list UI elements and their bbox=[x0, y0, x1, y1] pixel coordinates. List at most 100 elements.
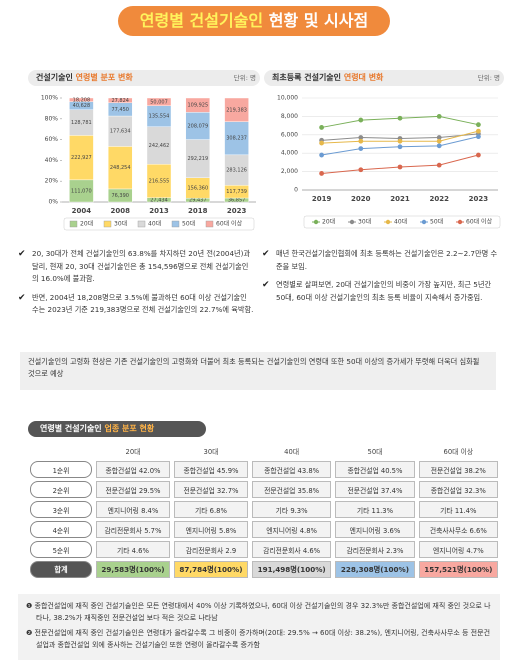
value-label: 128,781 bbox=[71, 120, 92, 126]
note: 연령별로 살펴보면, 20대 건설기술인의 비중이 가장 높지만, 최근 5년간… bbox=[262, 279, 498, 304]
value-label: 109,925 bbox=[187, 103, 208, 109]
legend-swatch bbox=[137, 220, 146, 228]
y-tick-label: 0% bbox=[48, 199, 58, 206]
section-title: 연령별 건설기술인 bbox=[40, 424, 102, 433]
row-label: 4순위 bbox=[30, 521, 92, 538]
legend-label: 60대 이상 bbox=[216, 220, 243, 228]
table-cell: 엔지니어링 4.8% bbox=[251, 521, 332, 538]
data-point bbox=[358, 146, 364, 151]
data-point bbox=[397, 138, 403, 144]
table-cell: 종합건설업 40.5% bbox=[335, 461, 415, 478]
legend-label: 30대 bbox=[114, 220, 127, 228]
value-label: 117,739 bbox=[226, 189, 247, 195]
table-cell: 기타 6.8% bbox=[173, 501, 248, 518]
column-header: 30대 bbox=[203, 448, 219, 456]
table-cell: 감리전문회사 2.3% bbox=[335, 541, 415, 558]
column-header: 60대 이상 bbox=[443, 448, 474, 456]
x-tick-label: 2023 bbox=[469, 195, 489, 203]
x-tick-label: 2004 bbox=[72, 207, 92, 215]
industry-table: 20대 30대 40대 50대 60대 이상 1순위 종합건설업 42.0% 종합건설업 45… bbox=[26, 441, 502, 581]
value-label: 283,126 bbox=[226, 168, 247, 174]
table-cell: 감리전문회사 5.7% bbox=[96, 521, 170, 538]
table-cell: 종합건설업 32.3% bbox=[418, 481, 498, 498]
row-label: 2순위 bbox=[30, 481, 92, 498]
data-point bbox=[319, 171, 324, 176]
table-row: 5순위 기타 4.6% 감리전문회사 2.9 감리전문회사 4.6% 감리전문회사 2.… bbox=[30, 541, 498, 558]
bar-segment bbox=[69, 109, 94, 136]
data-point bbox=[436, 162, 442, 168]
data-point bbox=[397, 115, 403, 121]
legend-swatch bbox=[349, 219, 355, 225]
bar-segment bbox=[146, 126, 172, 165]
x-tick-label: 2008 bbox=[110, 207, 130, 215]
y-tick-label: 80% bbox=[45, 115, 59, 122]
data-point bbox=[319, 125, 324, 130]
value-label: 219,383 bbox=[226, 107, 247, 113]
y-tick-label: 0 bbox=[294, 187, 298, 194]
table-cell: 종합건설업 43.8% bbox=[251, 461, 332, 478]
table-cell: 엔지니어링 4.7% bbox=[418, 541, 498, 558]
legend-label: 40대 bbox=[148, 220, 161, 228]
legend-label: 20대 bbox=[322, 218, 335, 226]
bar-segment bbox=[224, 97, 249, 122]
chart: 0 2,000 4,000 6,000 8,000 10,000 2019 2020 2021 2… bbox=[277, 95, 501, 229]
data-point bbox=[319, 152, 324, 158]
table-cell: 전문건설업 37.4% bbox=[335, 481, 415, 498]
legend-swatch bbox=[313, 219, 319, 225]
y-tick-label: 10,000 bbox=[277, 95, 298, 102]
legend-swatch bbox=[103, 220, 112, 228]
data-point bbox=[476, 122, 481, 128]
value-label: 76,390 bbox=[111, 193, 129, 199]
table-cell: 엔지니어링 5.8% bbox=[173, 521, 248, 538]
table-row: 1순위 종합건설업 42.0% 종합건설업 45.9% 종합건설업 43.8% 종합건설… bbox=[30, 461, 498, 478]
note: 매년 한국건설기술인협회에 최초 등록하는 건설기술인은 2.2~2.7만명 수… bbox=[262, 248, 498, 273]
note: 20, 30대가 전체 건설기술인의 63.8%를 차지하던 20년 전(200… bbox=[18, 248, 254, 286]
y-tick-label: 60% bbox=[45, 136, 59, 143]
value-label: 36,857 bbox=[228, 198, 246, 204]
value-label: 208,079 bbox=[187, 123, 208, 129]
legend-label: 50대 bbox=[430, 218, 443, 226]
bar-segment bbox=[107, 115, 133, 147]
y-tick-label: 2,000 bbox=[281, 168, 298, 175]
data-point bbox=[476, 128, 481, 134]
x-tick-label: 2022 bbox=[429, 195, 449, 203]
table-cell: 엔지니어링 8.4% bbox=[96, 501, 170, 518]
bar-segment bbox=[224, 154, 249, 186]
section-header: 연령별 건설기술인 업종 분포 현황 bbox=[28, 421, 206, 437]
bar-segment bbox=[146, 97, 172, 106]
value-label: 50,007 bbox=[150, 99, 168, 105]
value-label: 248,254 bbox=[110, 165, 131, 171]
legend-label: 20대 bbox=[80, 220, 93, 228]
y-tick-label: 6,000 bbox=[281, 131, 298, 138]
table-cell: 전문건설업 35.8% bbox=[251, 481, 332, 498]
legend-swatch bbox=[69, 220, 78, 228]
table-cell: 감리전문회사 2.9 bbox=[173, 541, 248, 558]
x-tick-label: 2020 bbox=[351, 195, 371, 203]
data-point bbox=[358, 167, 364, 173]
value-label: 18,208 bbox=[73, 97, 91, 103]
table-cell: 감리전문회사 4.6% bbox=[251, 541, 332, 558]
value-label: 292,219 bbox=[187, 156, 208, 162]
row-label: 1순위 bbox=[30, 461, 92, 478]
bar-segment bbox=[185, 112, 211, 140]
y-tick-label: 4,000 bbox=[281, 150, 298, 157]
footnotes: ❶ 종합건설업에 재직 중인 건설기술인은 모든 연령대에서 40% 이상 기록… bbox=[18, 594, 500, 660]
value-label: 177,634 bbox=[110, 129, 131, 135]
bar-segment bbox=[146, 164, 172, 198]
chart-panel: 건설기술인 연령별 분포 변화 단위: 명 0% 20% 40% 60% 80% 100% 1… bbox=[28, 70, 260, 238]
table-row: 2순위 전문건설업 29.5% 전문건설업 32.7% 전문건설업 35.8% 전문건설… bbox=[30, 481, 498, 498]
table-cell: 엔지니어링 3.6% bbox=[335, 521, 415, 538]
y-tick-label: 100% bbox=[41, 95, 58, 102]
chart-title-highlight: 연령대 변화 bbox=[343, 73, 384, 82]
banner-title: 현황 및 시사점 bbox=[268, 11, 369, 30]
legend-box bbox=[303, 215, 501, 229]
value-label: 156,360 bbox=[187, 185, 208, 191]
y-tick-label: 20% bbox=[45, 178, 59, 185]
chart-title-highlight: 연령별 분포 변화 bbox=[75, 73, 133, 82]
banner: 연령별 건설기술인 현황 및 시사점 bbox=[118, 6, 390, 36]
y-tick-label: 8,000 bbox=[281, 113, 298, 120]
data-point bbox=[436, 138, 442, 144]
header-row: 20대 30대 40대 50대 60대 이상 bbox=[30, 444, 498, 458]
table-cell: 종합건설업 45.9% bbox=[173, 461, 248, 478]
